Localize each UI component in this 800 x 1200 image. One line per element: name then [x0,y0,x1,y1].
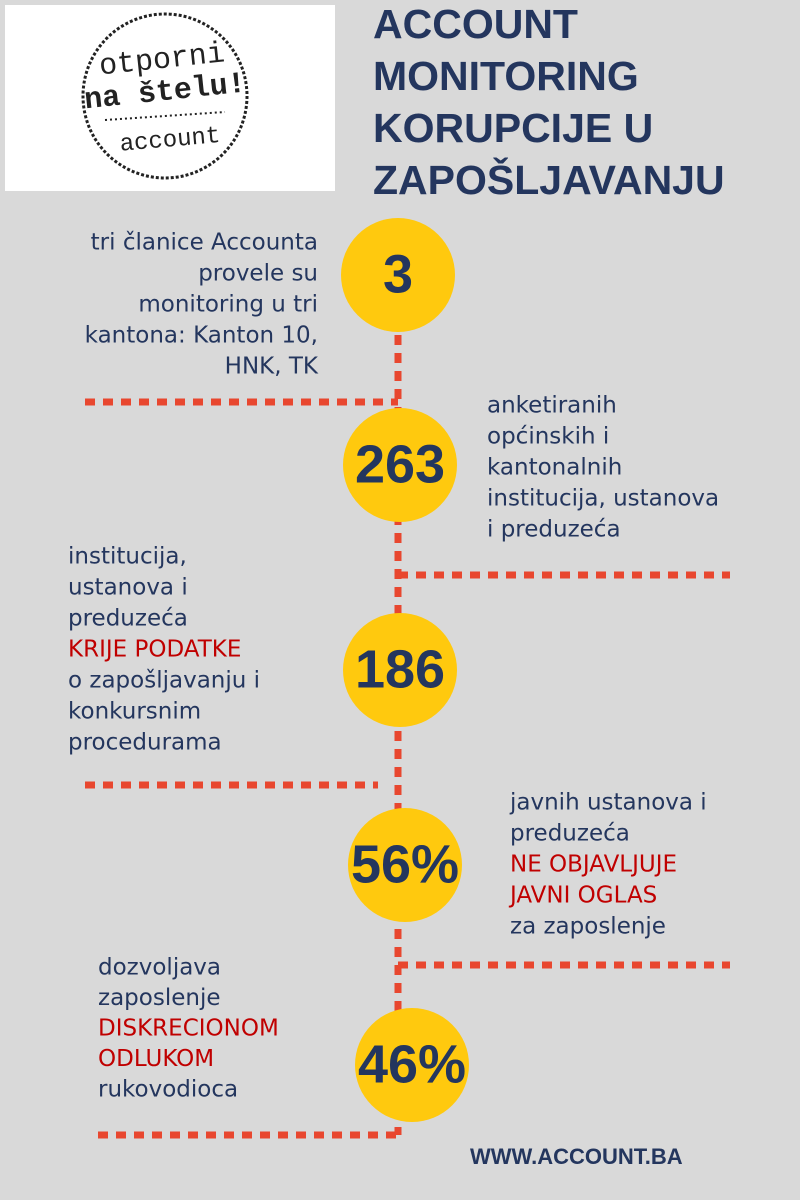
logo-stamp [81,12,249,180]
stat-text: preduzeća [68,606,188,632]
stat-text: općinskih i [487,424,609,450]
stat-text: zaposlenje [98,985,220,1011]
stat-text: procedurama [68,730,222,756]
title-line: ACCOUNT [373,1,578,47]
stat-text: provele su [198,261,318,287]
number-circle [343,408,457,522]
stat-text: KRIJE PODATKE [68,637,241,663]
stat-text: institucija, ustanova [487,486,719,512]
stat-text: javnih ustanova i [509,790,707,816]
stat-text: anketiranih [487,393,617,419]
logo-rule [104,111,226,121]
stat-text: dozvoljava [98,955,221,981]
footer-url: WWW.ACCOUNT.BA [470,1144,683,1169]
stat-text: preduzeća [510,821,630,847]
stat-text: tri članice Accounta [91,230,318,256]
number-circle [355,1008,469,1122]
logo-box [5,5,335,191]
number-circle [348,808,462,922]
stat-number: 263 [355,434,445,494]
stat-number: 56% [351,834,459,894]
title-line: ZAPOŠLJAVANJU [373,157,725,203]
stat-text: kantonalnih [487,455,622,481]
stat-number: 46% [358,1034,466,1094]
stat-text: o zapošljavanju i [68,668,260,694]
title-line: KORUPCIJE U [373,105,653,151]
stat-text: NE OBJAVLJUJE [510,852,677,878]
stat-text: ustanova i [68,575,188,601]
number-circle [341,218,455,332]
stat-number: 186 [355,639,445,699]
stat-text: kantona: Kanton 10, [85,323,318,349]
stat-text: institucija, [68,544,187,570]
stat-text: za zaposlenje [510,914,666,940]
stat-text: konkursnim [68,699,201,725]
stat-text: ODLUKOM [98,1046,214,1072]
stat-number: 3 [383,244,413,304]
title-line: MONITORING [373,53,639,99]
stat-text: rukovodioca [98,1077,238,1103]
stat-text: monitoring u tri [138,292,318,318]
stat-text: JAVNI OGLAS [508,883,657,909]
stat-text: HNK, TK [225,354,319,380]
number-circle [343,613,457,727]
stat-text: i preduzeća [487,517,621,543]
stat-text: DISKRECIONOM [98,1016,279,1042]
